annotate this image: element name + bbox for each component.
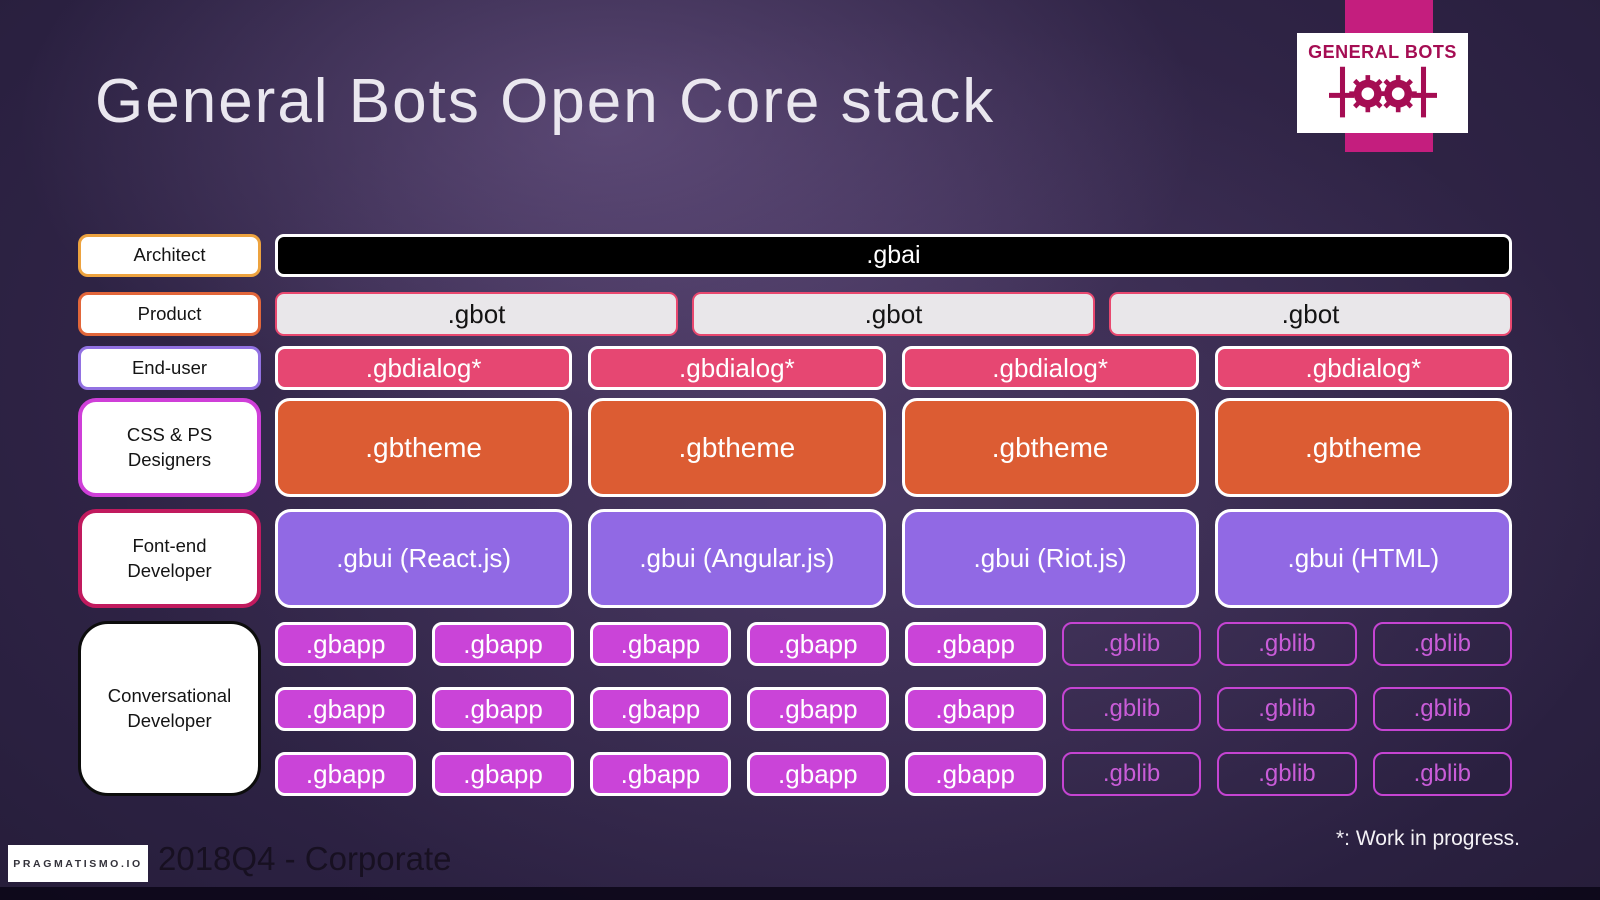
stack-box-gbui-react: .gbui (React.js) — [275, 509, 573, 608]
brand-name: GENERAL BOTS — [1308, 42, 1457, 62]
stack-box-gbai: .gbai — [275, 234, 1512, 277]
row-gbot: .gbot .gbot .gbot — [275, 292, 1512, 336]
stack-box-gbapp: .gbapp — [747, 752, 889, 796]
row-gbapp-2: .gbapp .gbapp .gbapp .gbapp .gbapp .gbli… — [275, 687, 1512, 731]
stack-box-gblib: .gblib — [1217, 622, 1357, 666]
row-gbapp-3: .gbapp .gbapp .gbapp .gbapp .gbapp .gbli… — [275, 752, 1512, 796]
stack-box-gbapp: .gbapp — [432, 752, 574, 796]
role-label-conversational-developer: Conversational Developer — [78, 621, 261, 796]
stack-box-gbdialog: .gbdialog* — [901, 346, 1199, 390]
stack-box-gbapp: .gbapp — [904, 687, 1046, 731]
role-label-css-ps-designers: CSS & PS Designers — [78, 398, 261, 497]
stack-box-gbapp: .gbapp — [432, 622, 574, 666]
stack-box-gbot: .gbot — [692, 292, 1095, 336]
stack-box-gbapp: .gbapp — [275, 622, 417, 666]
row-gbtheme: .gbtheme .gbtheme .gbtheme .gbtheme — [275, 398, 1512, 497]
stack-box-gbdialog: .gbdialog* — [275, 346, 573, 390]
stack-box-gbapp: .gbapp — [275, 687, 417, 731]
stack-box-gblib: .gblib — [1061, 752, 1202, 796]
stack-box-gbui-riot: .gbui (Riot.js) — [901, 509, 1199, 608]
row-gbapp-1: .gbapp .gbapp .gbapp .gbapp .gbapp .gbli… — [275, 622, 1512, 666]
row-gbdialog: .gbdialog* .gbdialog* .gbdialog* .gbdial… — [275, 346, 1512, 390]
stack-box-gbot: .gbot — [275, 292, 678, 336]
stack-box-gbapp: .gbapp — [432, 687, 574, 731]
stack-box-gbapp: .gbapp — [589, 752, 732, 796]
stack-box-gbapp: .gbapp — [589, 687, 732, 731]
stack-box-gbtheme: .gbtheme — [901, 398, 1199, 497]
pragmatismo-logo: PRAGMATISMO.IO — [8, 845, 148, 882]
stack-box-gbtheme: .gbtheme — [588, 398, 886, 497]
stack-box-gbapp: .gbapp — [589, 622, 732, 666]
general-bots-logo: GENERAL BOTS — [1297, 33, 1468, 133]
stack-box-gblib: .gblib — [1372, 687, 1512, 731]
role-label-end-user: End-user — [78, 346, 261, 390]
stack-box-gblib: .gblib — [1372, 752, 1512, 796]
stack-box-gbui-angular: .gbui (Angular.js) — [588, 509, 886, 608]
stack-box-gbapp: .gbapp — [747, 687, 889, 731]
stack-box-gbapp: .gbapp — [747, 622, 889, 666]
bottom-strip — [0, 887, 1600, 900]
stack-box-gbui-html: .gbui (HTML) — [1214, 509, 1512, 608]
role-label-frontend-developer: Font-end Developer — [78, 509, 261, 608]
stack-box-gbapp: .gbapp — [275, 752, 417, 796]
stack-box-gblib: .gblib — [1372, 622, 1512, 666]
stack-box-gblib: .gblib — [1061, 687, 1202, 731]
stack-box-gbdialog: .gbdialog* — [588, 346, 886, 390]
gears-logo-icon — [1323, 65, 1443, 124]
row-gbai: .gbai — [275, 234, 1512, 277]
row-gbui: .gbui (React.js) .gbui (Angular.js) .gbu… — [275, 509, 1512, 608]
stack-box-gbdialog: .gbdialog* — [1214, 346, 1512, 390]
role-label-architect: Architect — [78, 234, 261, 277]
stack-box-gbtheme: .gbtheme — [1214, 398, 1512, 497]
stack-box-gbapp: .gbapp — [904, 752, 1046, 796]
stack-box-gblib: .gblib — [1061, 622, 1202, 666]
stack-box-gblib: .gblib — [1217, 752, 1357, 796]
work-in-progress-note: *: Work in progress. — [1335, 827, 1520, 850]
stack-box-gbtheme: .gbtheme — [275, 398, 573, 497]
footer-caption: 2018Q4 - Corporate — [158, 840, 452, 877]
stack-box-gbot: .gbot — [1109, 292, 1512, 336]
stack-box-gbapp: .gbapp — [904, 622, 1046, 666]
stack-box-gblib: .gblib — [1217, 687, 1357, 731]
role-label-product: Product — [78, 292, 261, 336]
slide-title: General Bots Open Core stack — [95, 67, 996, 136]
